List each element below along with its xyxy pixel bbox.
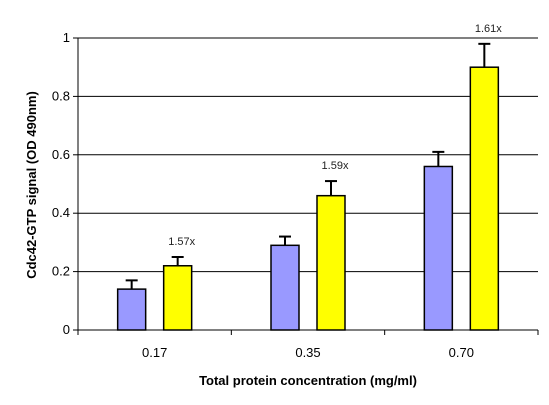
y-tick-label: 0.2 — [52, 264, 70, 279]
bars — [116, 42, 500, 331]
bar — [469, 66, 500, 331]
bar — [116, 288, 147, 331]
x-category-label: 0.70 — [449, 345, 474, 360]
x-category-label: 0.35 — [295, 345, 320, 360]
fold-change-label: 1.57x — [168, 236, 195, 248]
y-tick-label: 0.4 — [52, 205, 70, 220]
y-tick-label: 0.6 — [52, 147, 70, 162]
x-category-label: 0.17 — [142, 345, 167, 360]
fold-change-label: 1.59x — [322, 160, 349, 172]
y-tick-label: 0.8 — [52, 88, 70, 103]
bar — [316, 194, 346, 331]
y-tick-label: 1 — [63, 30, 70, 45]
gridlines — [78, 37, 538, 273]
fold-change-label: 1.61x — [475, 23, 502, 35]
axes — [73, 37, 539, 335]
x-axis-title: Total protein concentration (mg/ml) — [199, 373, 417, 388]
bar — [423, 165, 454, 331]
bar — [162, 265, 193, 331]
y-axis-title: Cdc42-GTP signal (OD 490nm) — [24, 91, 39, 279]
labels: 0 0.2 0.4 0.6 0.8 1 0.17 1.57x 0.35 1.59x 0.70 1.61… — [52, 23, 502, 360]
y-tick-label: 0 — [63, 322, 70, 337]
bar — [270, 244, 300, 331]
